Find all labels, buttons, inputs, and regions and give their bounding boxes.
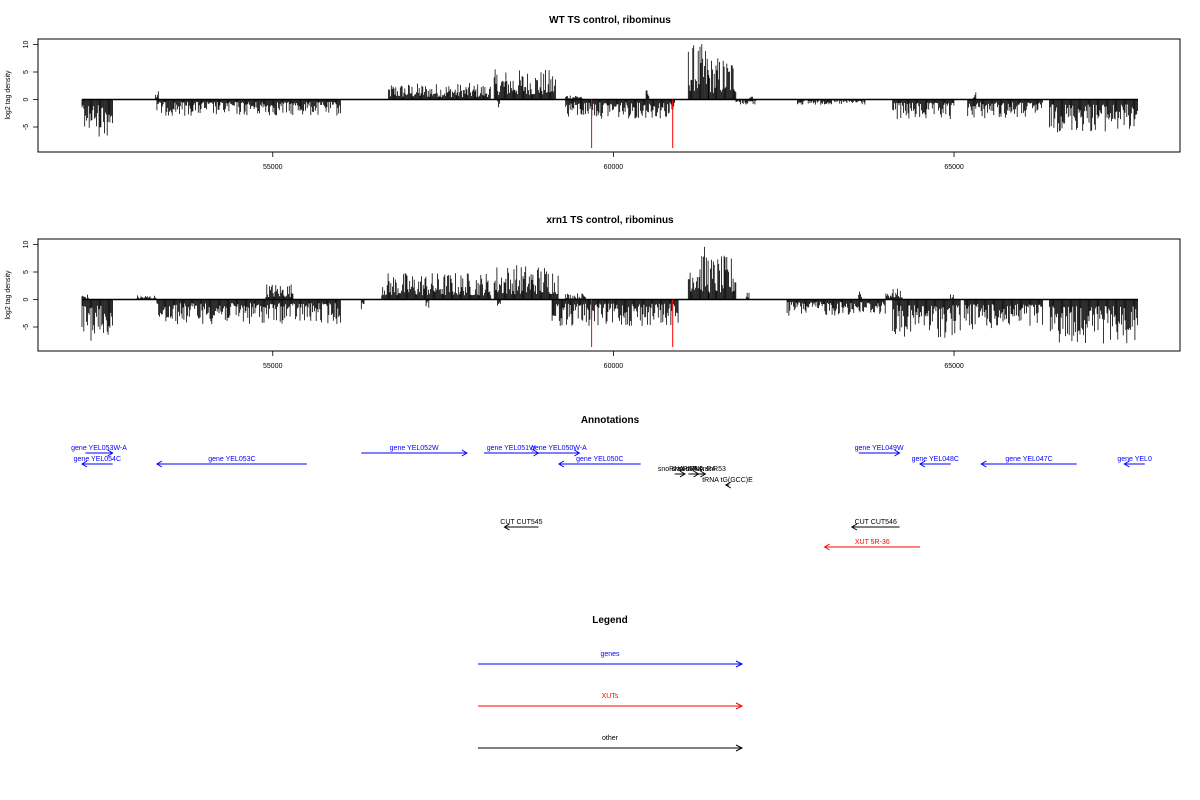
feature-label: gene YEL049W: [855, 445, 904, 452]
feature-label: snoRNA snR4: [658, 466, 702, 473]
y-tick-label: 10: [23, 41, 30, 49]
feature-arrow-head: [155, 460, 163, 468]
density-bars: [81, 44, 1138, 148]
x-tick-label: 65000: [944, 164, 964, 171]
y-tick-label: -5: [23, 324, 30, 330]
feature-label: CUT CUT546: [855, 519, 897, 526]
feature-arrow-head: [679, 470, 686, 478]
x-tick-label: 60000: [604, 164, 624, 171]
legend-arrow-head: [735, 660, 744, 668]
feature-arrow-head: [461, 449, 468, 457]
legend-label: other: [602, 735, 619, 742]
wt-density-panel: WT TS control, ribominus log2 tag densit…: [5, 15, 1181, 171]
feature-label: gene YEL052W: [390, 445, 439, 452]
feature-arrow-head: [81, 460, 88, 468]
x-tick-label: 65000: [944, 363, 964, 370]
feature-label: snoRNA snR53: [678, 466, 726, 473]
panel-title: xrn1 TS control, ribominus: [546, 215, 674, 226]
density-bars: [81, 246, 1138, 347]
xrn1-density-panel: xrn1 TS control, ribominus log2 tag dens…: [5, 215, 1181, 370]
y-tick-label: 5: [23, 270, 30, 274]
annotation-features: gene YEL053W-A gene YEL054C gene YEL053C ge…: [71, 445, 1152, 551]
legend-label: genes: [600, 651, 620, 658]
axes: -5 0 5 10 55000 60000 65000: [23, 241, 964, 370]
feature-label: gene YEL0: [1117, 456, 1152, 463]
feature-arrow-head: [700, 470, 707, 478]
feature-arrow-head: [894, 449, 901, 457]
feature-label: tRNA tG(GCC)E: [702, 477, 753, 484]
plot-frame: [37, 38, 1181, 153]
y-tick-label: 10: [23, 241, 30, 249]
panel-title: WT TS control, ribominus: [549, 15, 671, 26]
feature-label: gene YEL050W-A: [531, 445, 587, 452]
feature-arrow-head: [1123, 460, 1130, 468]
feature-arrow-head: [557, 460, 565, 468]
annotations-title: Annotations: [581, 415, 640, 426]
feature-arrow-head: [850, 523, 858, 531]
legend-title: Legend: [592, 615, 628, 626]
legend: Legend genes XUTs other: [478, 615, 744, 752]
feature-arrow-head: [107, 449, 114, 457]
feature-label: gene YEL053C: [208, 456, 255, 463]
feature-label: gene YEL050C: [576, 456, 623, 463]
x-tick-label: 60000: [604, 363, 624, 370]
feature-label: gene YEL051W: [487, 445, 536, 452]
legend-arrow-head: [735, 744, 744, 752]
feature-arrow-head: [574, 449, 581, 457]
y-axis-label: log2 tag density: [5, 70, 12, 120]
feature-label: CUT CUT545: [500, 519, 542, 526]
feature-arrow-head: [980, 460, 987, 468]
y-axis-label: log2 tag density: [5, 270, 12, 320]
y-tick-label: 5: [23, 70, 30, 74]
feature-label: gene YEL048C: [912, 456, 959, 463]
feature-arrow-head: [919, 460, 926, 468]
feature-arrow-head: [724, 481, 732, 489]
y-tick-label: 0: [23, 297, 30, 301]
y-tick-label: -5: [23, 124, 30, 130]
feature-label: XUT 5R-36: [855, 539, 890, 546]
plot-frame: [37, 238, 1181, 352]
y-tick-label: 0: [23, 97, 30, 101]
legend-items: genes XUTs other: [478, 651, 744, 752]
feature-arrow-head: [823, 543, 830, 551]
feature-label: gene YEL053W-A: [71, 445, 127, 452]
x-tick-label: 55000: [263, 164, 283, 171]
feature-arrow-head: [503, 523, 510, 531]
x-tick-label: 55000: [263, 363, 283, 370]
feature-label: snoRNA snR4: [671, 466, 715, 473]
feature-label: gene YEL047C: [1005, 456, 1052, 463]
legend-arrow-head: [735, 702, 744, 710]
axes: -5 0 5 10 55000 60000 65000: [23, 41, 964, 171]
legend-label: XUTs: [602, 693, 619, 700]
feature-label: gene YEL054C: [74, 456, 121, 463]
